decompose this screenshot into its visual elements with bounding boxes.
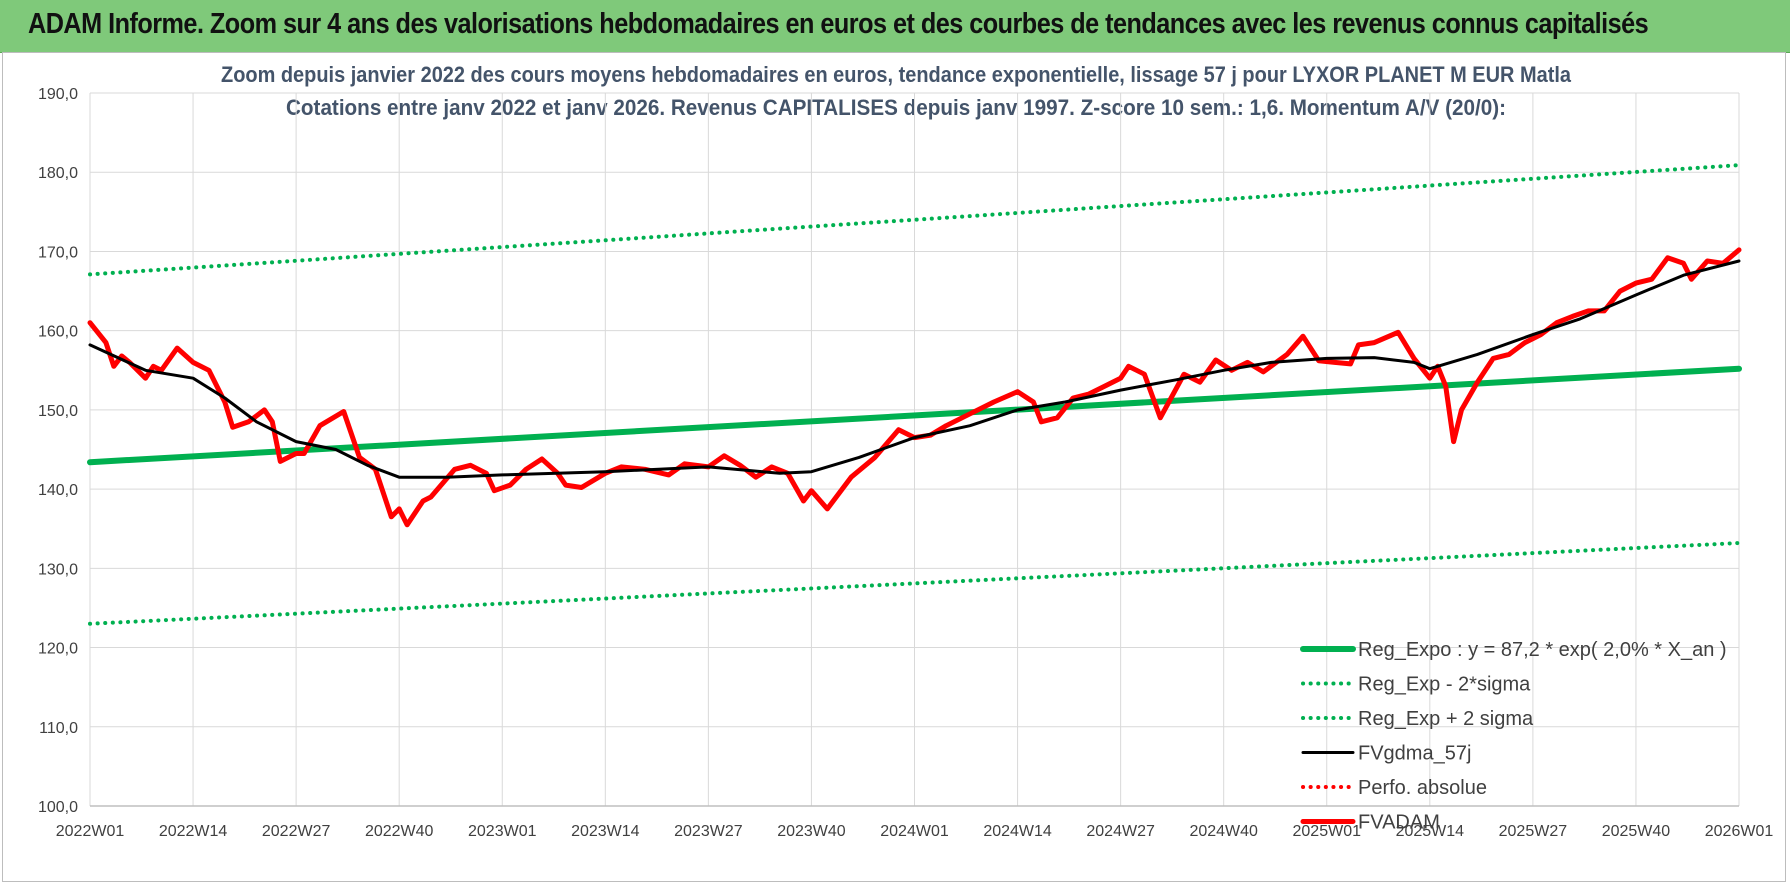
report-title: ADAM Informe. Zoom sur 4 ans des valoris… (28, 8, 1649, 40)
x-tick-label: 2025W27 (1499, 823, 1568, 840)
y-tick-label: 140,0 (38, 482, 78, 499)
y-tick-label: 120,0 (38, 641, 78, 658)
x-tick-label: 2024W40 (1189, 823, 1258, 840)
series-line-5 (87, 247, 1742, 528)
legend-label: Reg_Exp - 2*sigma (1358, 674, 1531, 696)
x-tick-label: 2025W14 (1396, 823, 1465, 840)
x-tick-label: 2024W27 (1086, 823, 1155, 840)
x-tick-label: 2025W01 (1293, 823, 1362, 840)
legend-label: Reg_Expo : y = 87,2 * exp( 2,0% * X_an ) (1358, 639, 1727, 661)
y-tick-label: 150,0 (38, 403, 78, 420)
legend-label: FVgdma_57j (1358, 743, 1471, 765)
x-tick-label: 2022W14 (159, 823, 228, 840)
y-tick-label: 180,0 (38, 165, 78, 182)
axes: 100,0 110,0 120,0 130,0 140,0 150,0 160,0 170,0… (38, 86, 1773, 840)
x-tick-label: 2022W27 (262, 823, 331, 840)
x-tick-label: 2023W14 (571, 823, 640, 840)
x-tick-label: 2022W40 (365, 823, 434, 840)
y-tick-label: 190,0 (38, 86, 78, 103)
legend-label: FVADAM (1358, 812, 1440, 834)
chart-title-line2: Cotations entre janv 2022 et janv 2026. … (286, 95, 1506, 120)
y-tick-label: 100,0 (38, 799, 78, 816)
report-banner: ADAM Informe. Zoom sur 4 ans des valoris… (0, 0, 1790, 53)
chart-title-line1: Zoom depuis janvier 2022 des cours moyen… (221, 62, 1572, 87)
x-tick-label: 2022W01 (56, 823, 125, 840)
series-line-2 (88, 163, 1741, 277)
x-tick-label: 2024W01 (880, 823, 949, 840)
x-tick-label: 2023W27 (674, 823, 743, 840)
x-tick-label: 2026W01 (1705, 823, 1774, 840)
series-line-3 (88, 259, 1741, 479)
legend-label: Perfo. absolue (1358, 777, 1487, 799)
chart-frame: Zoom depuis janvier 2022 des cours moyen… (2, 52, 1786, 882)
y-tick-label: 160,0 (38, 324, 78, 341)
x-tick-label: 2025W40 (1602, 823, 1671, 840)
legend: Reg_Expo : y = 87,2 * exp( 2,0% * X_an )… (1300, 639, 1727, 834)
y-tick-label: 110,0 (39, 720, 78, 737)
series-line-1 (88, 541, 1741, 626)
y-tick-label: 130,0 (38, 561, 78, 578)
y-tick-label: 170,0 (38, 244, 78, 261)
x-tick-label: 2023W01 (468, 823, 537, 840)
series-line-0 (87, 365, 1742, 466)
x-tick-label: 2023W40 (777, 823, 846, 840)
legend-label: Reg_Exp + 2 sigma (1358, 708, 1534, 730)
series-layer (87, 163, 1742, 626)
line-chart: Zoom depuis janvier 2022 des cours moyen… (38, 62, 1773, 840)
x-tick-label: 2024W14 (983, 823, 1052, 840)
